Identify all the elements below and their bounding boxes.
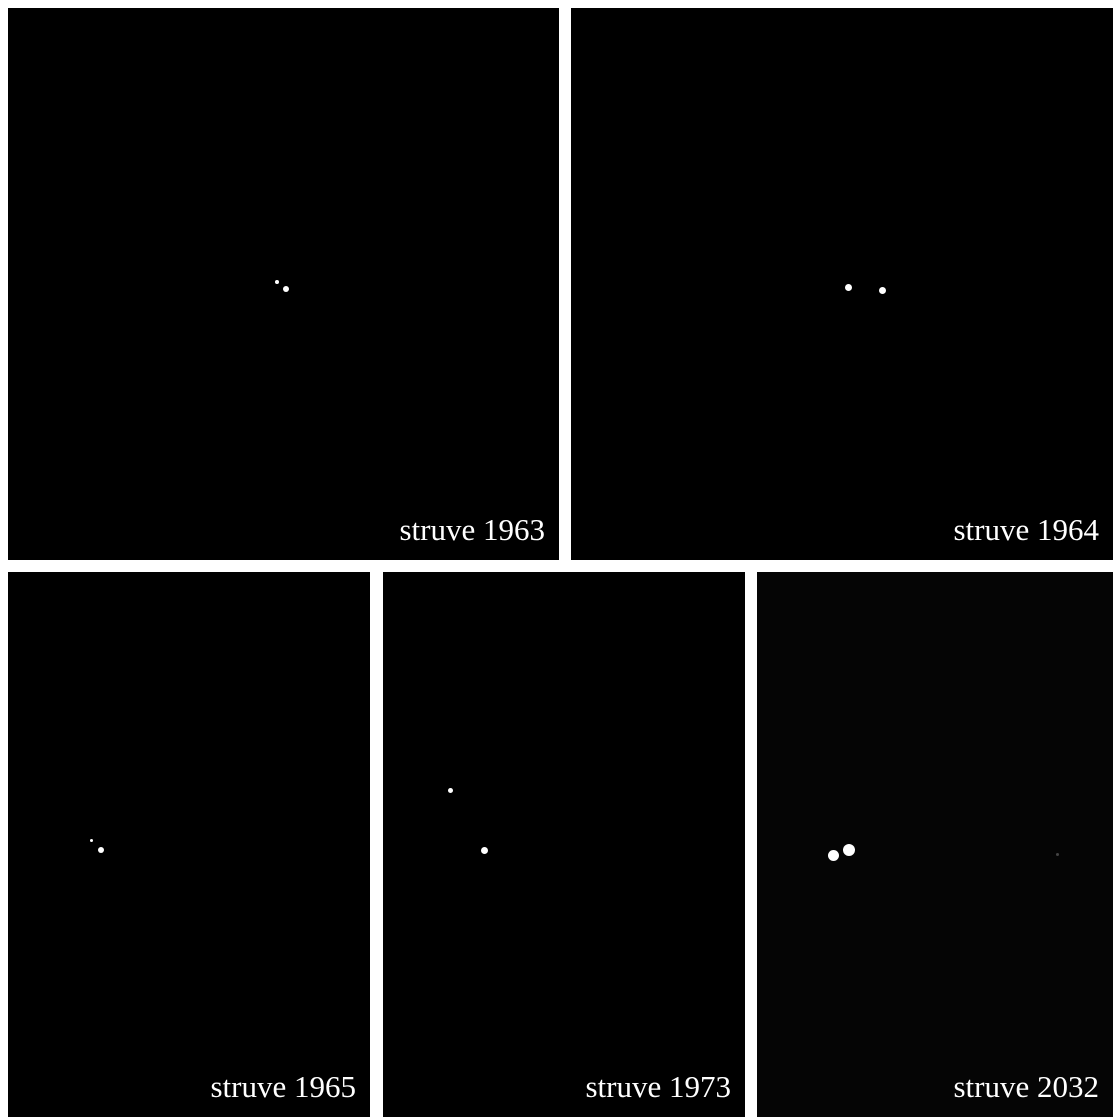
star (90, 839, 93, 842)
star (283, 286, 289, 292)
image-panel: struve 1964 (571, 8, 1113, 560)
page: struve 1963 struve 1964 struve 1965 stru… (0, 0, 1113, 1117)
star (845, 284, 852, 291)
star (448, 788, 453, 793)
image-panel: struve 1965 (8, 572, 370, 1117)
star (828, 850, 839, 861)
image-panel: struve 2032 (757, 572, 1113, 1117)
star (275, 280, 279, 284)
star (1056, 853, 1059, 856)
star (879, 287, 886, 294)
star (843, 844, 855, 856)
panel-label: struve 2032 (953, 1069, 1099, 1105)
panel-label: struve 1973 (585, 1069, 731, 1105)
star (481, 847, 488, 854)
panel-label: struve 1963 (399, 512, 545, 548)
panel-label: struve 1965 (210, 1069, 356, 1105)
image-panel: struve 1973 (383, 572, 745, 1117)
image-panel: struve 1963 (8, 8, 559, 560)
panel-label: struve 1964 (953, 512, 1099, 548)
star (98, 847, 104, 853)
